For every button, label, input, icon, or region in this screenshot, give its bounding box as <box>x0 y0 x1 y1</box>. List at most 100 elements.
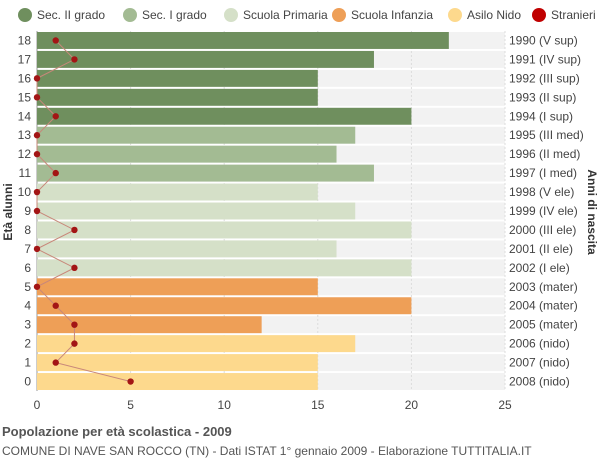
stranieri-point-age-8 <box>71 226 78 234</box>
y-tick-birth-0: 2008 (nido) <box>509 375 570 389</box>
stranieri-point-age-5 <box>33 283 41 290</box>
stranieri-point-age-4 <box>52 302 59 309</box>
stranieri-point-age-16 <box>33 75 41 82</box>
legend-label-stranieri: Stranieri <box>551 8 596 22</box>
y-tick-birth-11: 1997 (I med) <box>509 166 577 180</box>
y-tick-birth-3: 2005 (mater) <box>509 318 578 332</box>
stranieri-point-age-11 <box>52 169 59 177</box>
x-tick-0: 0 <box>34 398 41 412</box>
bar-age-10 <box>37 183 318 201</box>
legend-item-nido: Asilo Nido <box>448 8 521 22</box>
y-tick-age-3: 3 <box>24 318 31 332</box>
x-tick-15: 15 <box>311 398 325 412</box>
y-tick-age-13: 13 <box>18 128 32 142</box>
legend-item-sec1: Sec. I grado <box>123 8 207 22</box>
y-tick-birth-4: 2004 (mater) <box>509 299 578 313</box>
stranieri-point-age-14 <box>52 113 59 120</box>
y-tick-age-5: 5 <box>24 280 31 294</box>
bar-age-7 <box>37 240 337 258</box>
bar-age-6 <box>37 259 412 277</box>
bar-age-2 <box>37 335 356 353</box>
legend-label-prim: Scuola Primaria <box>243 8 328 22</box>
stranieri-point-age-15 <box>33 94 41 101</box>
stranieri-point-age-7 <box>33 245 41 253</box>
y-tick-birth-15: 1993 (II sup) <box>509 90 576 104</box>
y-tick-age-7: 7 <box>24 242 31 256</box>
y-tick-age-16: 16 <box>18 71 32 85</box>
x-tick-10: 10 <box>218 398 232 412</box>
legend-swatch-stranieri <box>532 8 546 22</box>
stranieri-point-age-12 <box>33 150 41 158</box>
stranieri-point-age-17 <box>71 56 78 63</box>
y-tick-age-0: 0 <box>24 375 31 389</box>
legend-swatch-inf <box>332 8 346 22</box>
axis-labels: 18 1990 (V sup)17 1991 (IV sup)16 1992 (III… <box>18 33 584 412</box>
legend-item-stranieri: Stranieri <box>532 8 596 22</box>
stranieri-point-age-6 <box>71 264 78 272</box>
y-tick-age-8: 8 <box>24 223 31 237</box>
y-tick-birth-9: 1999 (IV ele) <box>509 204 578 218</box>
stranieri-series <box>33 37 134 385</box>
legend-item-sec2: Sec. II grado <box>18 8 105 22</box>
y-tick-age-4: 4 <box>24 299 31 313</box>
y-tick-age-18: 18 <box>18 33 32 47</box>
stranieri-point-age-0 <box>127 378 134 385</box>
x-tick-20: 20 <box>405 398 419 412</box>
y-tick-birth-10: 1998 (V ele) <box>509 185 574 199</box>
bar-age-14 <box>37 107 412 125</box>
y-tick-birth-6: 2002 (I ele) <box>509 261 570 275</box>
y-tick-age-14: 14 <box>18 109 32 123</box>
bar-age-18 <box>37 32 449 49</box>
bar-age-12 <box>37 145 337 163</box>
stranieri-point-age-2 <box>71 340 78 347</box>
y-tick-birth-12: 1996 (II med) <box>509 147 580 161</box>
bar-age-11 <box>37 164 374 182</box>
bar-age-8 <box>37 221 412 239</box>
y-tick-birth-14: 1994 (I sup) <box>509 109 573 123</box>
legend-label-inf: Scuola Infanzia <box>351 8 433 22</box>
y-axis-label-left: Età alunni <box>1 183 15 240</box>
stranieri-point-age-10 <box>33 188 41 196</box>
stranieri-point-age-3 <box>71 321 78 328</box>
stranieri-point-age-9 <box>33 207 41 215</box>
legend-item-inf: Scuola Infanzia <box>332 8 433 22</box>
y-tick-birth-5: 2003 (mater) <box>509 280 578 294</box>
x-tick-25: 25 <box>498 398 512 412</box>
y-tick-age-6: 6 <box>24 261 31 275</box>
y-tick-birth-13: 1995 (III med) <box>509 128 584 142</box>
x-tick-5: 5 <box>127 398 134 412</box>
y-tick-age-10: 10 <box>18 185 32 199</box>
y-tick-age-9: 9 <box>24 204 31 218</box>
bar-chart: Sec. II grado Sec. I grado Scuola Primaria… <box>1 8 599 412</box>
stranieri-point-age-1 <box>52 359 59 366</box>
bar-age-17 <box>37 50 374 68</box>
y-tick-birth-7: 2001 (II ele) <box>509 242 573 256</box>
y-axis-label-right: Anni di nascita <box>585 169 599 255</box>
legend-swatch-prim <box>224 8 238 22</box>
y-tick-age-2: 2 <box>24 337 31 351</box>
legend-label-nido: Asilo Nido <box>467 8 521 22</box>
y-tick-age-15: 15 <box>18 90 32 104</box>
bar-age-15 <box>37 88 318 106</box>
bar-age-1 <box>37 354 318 372</box>
bar-age-9 <box>37 202 356 220</box>
legend-label-sec1: Sec. I grado <box>142 8 207 22</box>
legend-swatch-nido <box>448 8 462 22</box>
y-tick-birth-2: 2006 (nido) <box>509 337 570 351</box>
bars <box>37 32 449 390</box>
legend-swatch-sec2 <box>18 8 32 22</box>
y-tick-age-1: 1 <box>24 356 31 370</box>
bar-age-0 <box>37 373 318 390</box>
y-tick-birth-16: 1992 (III sup) <box>509 71 580 85</box>
legend-swatch-sec1 <box>123 8 137 22</box>
y-tick-age-17: 17 <box>18 52 32 66</box>
legend-label-sec2: Sec. II grado <box>37 8 105 22</box>
bar-age-3 <box>37 316 262 334</box>
y-tick-age-12: 12 <box>18 147 32 161</box>
y-tick-birth-17: 1991 (IV sup) <box>509 52 581 66</box>
y-tick-birth-1: 2007 (nido) <box>509 356 570 370</box>
y-tick-age-11: 11 <box>19 166 32 180</box>
bar-age-5 <box>37 278 318 296</box>
stranieri-point-age-18 <box>52 37 59 44</box>
